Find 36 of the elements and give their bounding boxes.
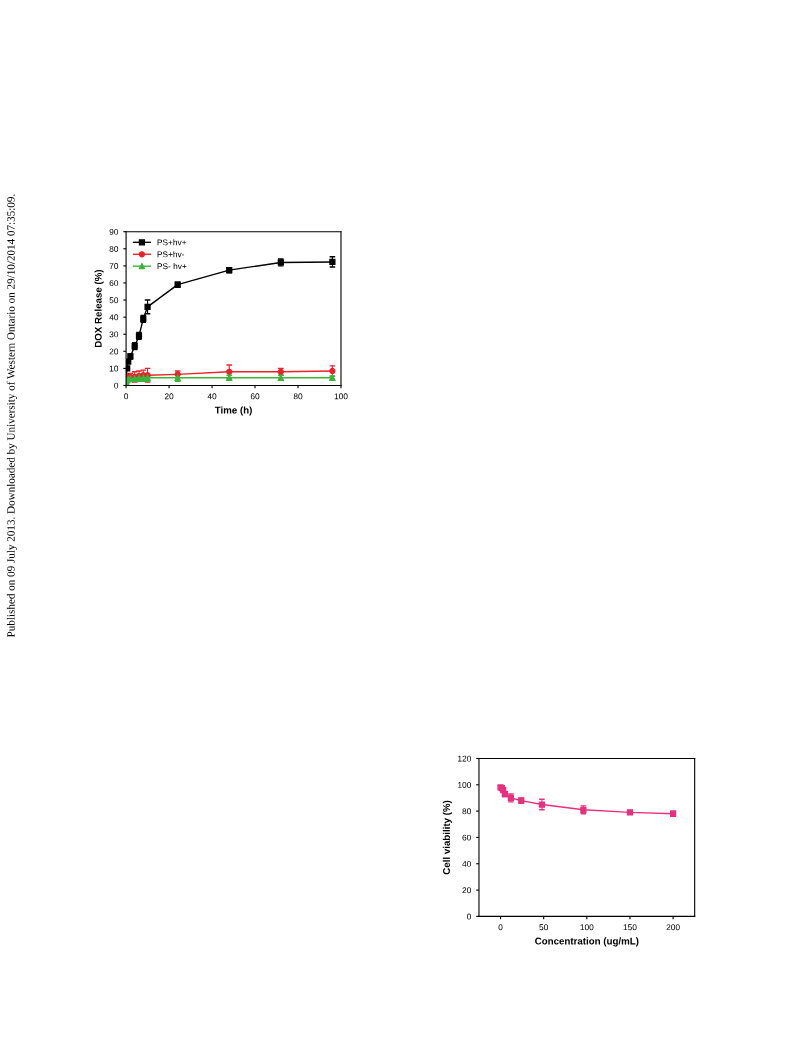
x-tick-label: 200 [666, 924, 680, 931]
y-tick-label: 10 [109, 365, 119, 372]
x-tick-label: 0 [498, 924, 503, 931]
y-tick-label: 90 [109, 228, 119, 235]
y-tick-label: 60 [462, 834, 472, 841]
y-axis-title: Cell viability (%) [442, 800, 452, 875]
y-tick-label: 30 [109, 331, 119, 338]
y-tick-label: 20 [462, 887, 472, 894]
y-axis-title: DOX Release (%) [94, 269, 104, 348]
y-tick-label: 40 [109, 314, 119, 321]
y-tick-label: 0 [467, 913, 472, 920]
x-tick-label: 40 [207, 393, 217, 400]
y-tick-label: 50 [109, 297, 119, 304]
y-tick-label: 20 [109, 348, 119, 355]
x-axis-title: Time (h) [214, 406, 252, 416]
x-tick-label: 60 [250, 393, 260, 400]
y-tick-label: 100 [458, 781, 472, 788]
y-tick-label: 80 [462, 808, 472, 815]
x-tick-label: 80 [293, 393, 303, 400]
y-tick-label: 80 [109, 245, 119, 252]
text: Published on 09 July 2013. Downloaded by University of Western Ontario on 29/10/2014 07:35:09. [6, 194, 18, 638]
x-tick-label: 20 [164, 393, 174, 400]
legend-label: PS+hv+ [157, 239, 187, 246]
x-tick-label: 100 [580, 924, 594, 931]
x-tick-label: 100 [334, 393, 348, 400]
y-tick-label: 40 [462, 860, 472, 867]
y-tick-label: 0 [114, 382, 119, 389]
y-tick-label: 70 [109, 263, 119, 269]
x-tick-label: 150 [623, 924, 637, 931]
x-tick-label: 50 [539, 924, 548, 931]
y-tick-label: 120 [458, 755, 472, 762]
x-tick-label: 0 [124, 393, 129, 400]
legend-label: PS+hv- [157, 251, 185, 258]
y-tick-label: 60 [109, 280, 119, 287]
legend-label: PS- hv+ [157, 263, 187, 270]
x-axis-title: Concentration (ug/mL) [535, 937, 639, 947]
